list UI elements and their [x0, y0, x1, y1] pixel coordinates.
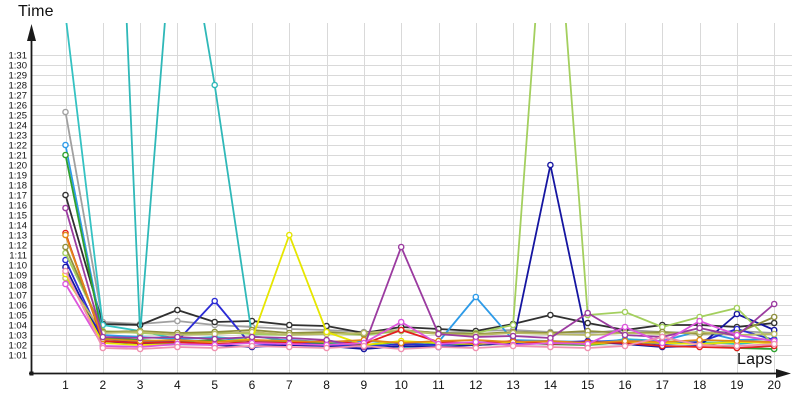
- svg-text:1:26: 1:26: [9, 101, 28, 112]
- svg-text:10: 10: [395, 378, 409, 392]
- svg-text:1: 1: [62, 378, 69, 392]
- svg-text:20: 20: [768, 378, 782, 392]
- svg-text:1:16: 1:16: [9, 201, 28, 212]
- svg-text:4: 4: [174, 378, 181, 392]
- svg-text:17: 17: [656, 378, 670, 392]
- svg-text:1:30: 1:30: [9, 61, 28, 72]
- svg-text:1:29: 1:29: [9, 71, 28, 82]
- svg-text:1:20: 1:20: [9, 161, 28, 172]
- gridlines: [31, 23, 792, 373]
- svg-text:1:19: 1:19: [9, 171, 28, 182]
- svg-text:16: 16: [618, 378, 632, 392]
- svg-text:11: 11: [432, 378, 445, 392]
- svg-text:1:05: 1:05: [9, 311, 28, 322]
- svg-text:6: 6: [249, 378, 256, 392]
- svg-text:1:13: 1:13: [9, 231, 28, 242]
- svg-text:9: 9: [361, 378, 368, 392]
- svg-text:1:21: 1:21: [9, 151, 28, 162]
- x-axis-title: Laps: [737, 351, 773, 368]
- svg-text:1:01: 1:01: [9, 351, 28, 362]
- svg-text:8: 8: [323, 378, 330, 392]
- svg-text:1:09: 1:09: [9, 271, 28, 282]
- svg-text:1:11: 1:11: [9, 251, 27, 262]
- svg-text:1:02: 1:02: [9, 341, 28, 352]
- svg-text:1:08: 1:08: [9, 281, 28, 292]
- svg-text:14: 14: [544, 378, 558, 392]
- svg-text:1:18: 1:18: [9, 181, 28, 192]
- svg-text:18: 18: [693, 378, 707, 392]
- svg-text:1:15: 1:15: [9, 211, 28, 222]
- svg-text:1:24: 1:24: [9, 121, 28, 132]
- svg-text:5: 5: [211, 378, 218, 392]
- svg-text:19: 19: [730, 378, 744, 392]
- svg-text:1:14: 1:14: [9, 221, 28, 232]
- axis-arrow-icons: [27, 24, 791, 378]
- svg-text:1:06: 1:06: [9, 301, 28, 312]
- svg-text:1:07: 1:07: [9, 291, 28, 302]
- svg-text:12: 12: [469, 378, 483, 392]
- svg-text:13: 13: [506, 378, 520, 392]
- svg-text:1:04: 1:04: [9, 321, 28, 332]
- y-axis-title: Time: [18, 3, 54, 20]
- svg-text:1:28: 1:28: [9, 81, 28, 92]
- svg-text:1:10: 1:10: [9, 261, 28, 272]
- svg-text:3: 3: [137, 378, 144, 392]
- series-lines: [62, 23, 778, 353]
- series-black: [62, 191, 778, 337]
- series-gray: [62, 108, 778, 337]
- svg-text:1:03: 1:03: [9, 331, 28, 342]
- svg-text:1:31: 1:31: [9, 51, 28, 62]
- svg-text:1:12: 1:12: [9, 241, 28, 252]
- svg-text:1:23: 1:23: [9, 131, 28, 142]
- svg-text:15: 15: [581, 378, 595, 392]
- svg-text:2: 2: [99, 378, 106, 392]
- svg-text:7: 7: [286, 378, 293, 392]
- svg-text:1:22: 1:22: [9, 141, 28, 152]
- x-tick-labels: 1 2 3 4 5 6 7 8 9 10 11 12 13 14 15 16 17 18 19 20: [62, 378, 781, 392]
- svg-text:1:27: 1:27: [9, 91, 28, 102]
- series-pink: [62, 267, 778, 353]
- y-tick-labels: 1:011:021:031:041:051:061:071:081:091:10…: [9, 51, 28, 362]
- axes: [29, 40, 778, 376]
- svg-text:1:25: 1:25: [9, 111, 28, 122]
- series-navy: [62, 161, 778, 353]
- svg-text:1:17: 1:17: [9, 191, 28, 202]
